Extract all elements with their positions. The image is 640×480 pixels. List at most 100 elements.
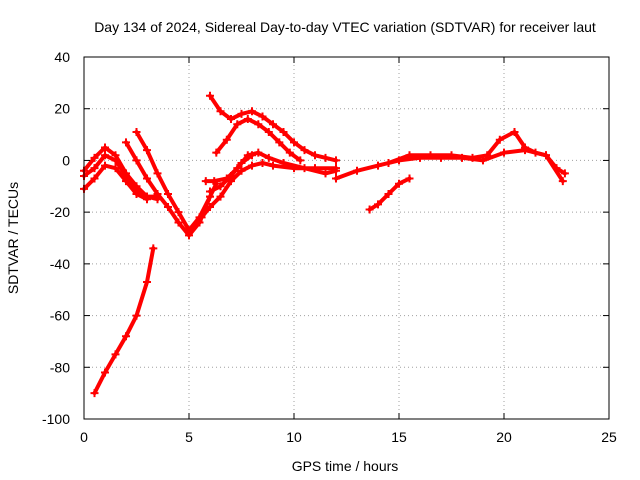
data-point-marker bbox=[101, 151, 109, 160]
data-point-marker bbox=[227, 115, 235, 124]
data-point-marker bbox=[132, 156, 141, 165]
data-point-marker bbox=[269, 161, 277, 170]
data-point-marker bbox=[332, 164, 340, 173]
data-point-marker bbox=[122, 332, 130, 341]
data-point-marker bbox=[111, 350, 120, 359]
data-point-marker bbox=[122, 138, 130, 147]
data-point-marker bbox=[143, 146, 151, 155]
data-point-marker bbox=[279, 127, 288, 136]
data-point-marker bbox=[285, 148, 294, 157]
data-point-marker bbox=[353, 166, 361, 175]
y-tick-label: -20 bbox=[50, 204, 70, 220]
data-point-marker bbox=[374, 200, 382, 209]
data-point-marker bbox=[264, 127, 273, 136]
data-point-marker bbox=[248, 107, 256, 116]
x-tick-label: 10 bbox=[286, 429, 302, 445]
data-point-marker bbox=[542, 151, 550, 160]
data-point-marker bbox=[197, 213, 206, 222]
data-point-marker bbox=[132, 190, 141, 199]
data-point-marker bbox=[237, 166, 246, 175]
data-point-marker bbox=[101, 161, 109, 170]
data-point-marker bbox=[164, 202, 172, 211]
data-point-marker bbox=[290, 164, 298, 173]
data-point-marker bbox=[521, 143, 529, 152]
data-point-marker bbox=[558, 177, 567, 186]
data-point-marker bbox=[216, 107, 225, 116]
data-point-marker bbox=[290, 138, 298, 147]
data-point-marker bbox=[111, 156, 120, 165]
data-point-marker bbox=[500, 148, 508, 157]
y-tick-label: 40 bbox=[54, 49, 70, 65]
series-layer bbox=[80, 91, 569, 398]
x-axis-label: GPS time / hours bbox=[292, 458, 399, 474]
data-point-marker bbox=[332, 174, 340, 183]
data-point-marker bbox=[237, 109, 246, 118]
data-point-marker bbox=[384, 190, 393, 199]
data-point-marker bbox=[395, 179, 403, 188]
y-axis-label: SDTVAR / TECUs bbox=[5, 182, 21, 294]
data-point-marker bbox=[264, 153, 273, 162]
x-tick-label: 5 bbox=[185, 429, 193, 445]
x-tick-label: 0 bbox=[80, 429, 88, 445]
data-point-marker bbox=[405, 174, 414, 183]
data-point-marker bbox=[248, 151, 256, 160]
data-point-marker bbox=[122, 177, 130, 186]
data-point-marker bbox=[510, 127, 519, 136]
data-point-marker bbox=[143, 174, 151, 183]
data-point-marker bbox=[216, 182, 225, 191]
data-point-marker bbox=[243, 115, 252, 124]
data-point-marker bbox=[560, 169, 569, 178]
data-point-marker bbox=[384, 159, 393, 168]
data-point-marker bbox=[365, 205, 374, 214]
data-point-marker bbox=[206, 187, 214, 196]
y-tick-label: -60 bbox=[50, 308, 70, 324]
data-point-marker bbox=[374, 161, 382, 170]
data-point-marker bbox=[254, 120, 263, 129]
data-point-marker bbox=[132, 127, 141, 136]
data-point-marker bbox=[153, 190, 162, 199]
data-point-marker bbox=[90, 389, 99, 398]
data-point-marker bbox=[206, 202, 214, 211]
axis-layer: 0 5 10 15 20 25 -100 -80 -60 -40 -20 0 20 40 bbox=[42, 49, 617, 445]
y-tick-label: 20 bbox=[54, 101, 70, 117]
data-point-marker bbox=[311, 164, 319, 173]
data-point-marker bbox=[311, 151, 319, 160]
data-point-marker bbox=[552, 164, 561, 173]
data-point-marker bbox=[111, 164, 120, 173]
data-point-marker bbox=[206, 91, 214, 100]
data-point-marker bbox=[174, 208, 183, 217]
data-point-marker bbox=[300, 146, 309, 155]
x-tick-label: 20 bbox=[496, 429, 512, 445]
data-point-marker bbox=[185, 226, 193, 235]
data-point-marker bbox=[248, 161, 256, 170]
data-point-marker bbox=[483, 151, 492, 160]
data-point-marker bbox=[132, 311, 141, 320]
data-point-marker bbox=[164, 190, 172, 199]
y-tick-label: 0 bbox=[62, 152, 70, 168]
data-point-marker bbox=[495, 135, 504, 144]
y-tick-label: -80 bbox=[50, 359, 70, 375]
data-point-marker bbox=[321, 153, 330, 162]
data-point-marker bbox=[468, 153, 477, 162]
data-point-marker bbox=[90, 164, 99, 173]
data-point-marker bbox=[90, 153, 99, 162]
x-tick-label: 25 bbox=[601, 429, 617, 445]
chart-title: Day 134 of 2024, Sidereal Day-to-day VTE… bbox=[94, 19, 596, 35]
data-point-marker bbox=[149, 244, 158, 253]
data-point-marker bbox=[258, 159, 267, 168]
data-point-marker bbox=[405, 151, 414, 160]
data-point-marker bbox=[531, 148, 540, 157]
series-line-track-5 bbox=[134, 130, 212, 233]
data-point-marker bbox=[216, 192, 225, 201]
data-point-marker bbox=[426, 151, 435, 160]
data-point-marker bbox=[237, 159, 246, 168]
y-tick-label: -40 bbox=[50, 256, 70, 272]
data-point-marker bbox=[269, 120, 277, 129]
plot-frame bbox=[83, 56, 610, 420]
data-point-marker bbox=[90, 174, 99, 183]
data-point-marker bbox=[143, 195, 151, 204]
data-point-marker bbox=[275, 138, 284, 147]
data-point-marker bbox=[174, 218, 183, 227]
data-point-marker bbox=[210, 177, 219, 186]
